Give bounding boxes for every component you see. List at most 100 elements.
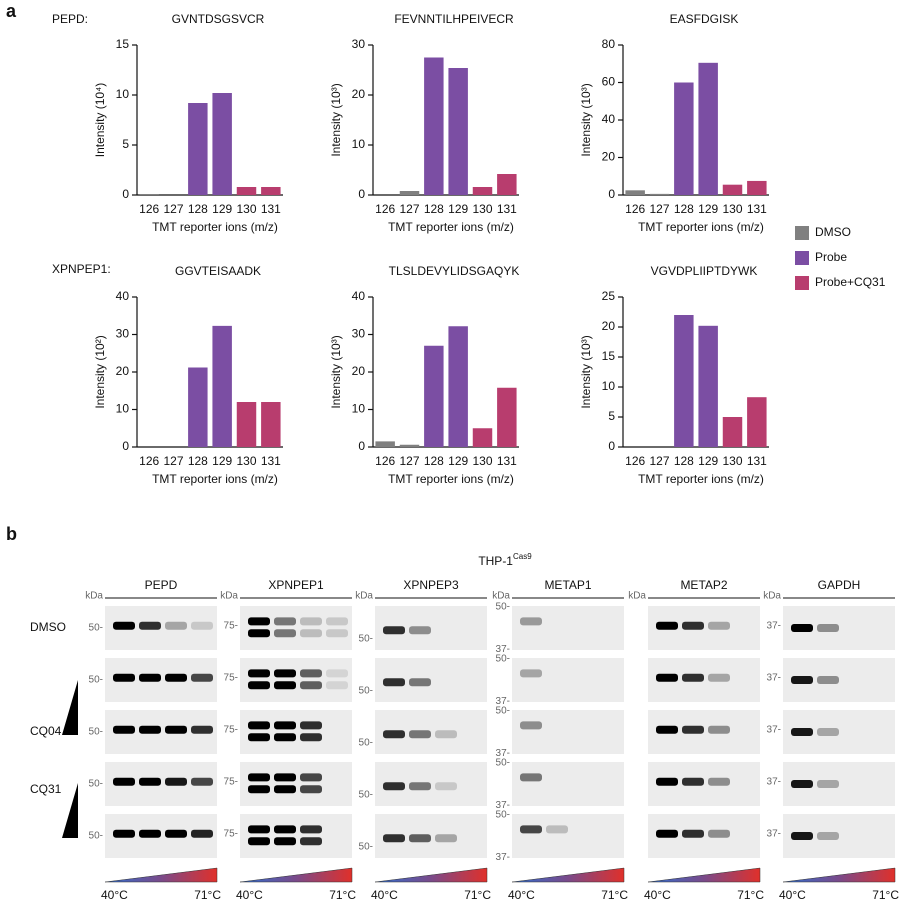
band	[113, 829, 135, 838]
x-tick-label: 131	[261, 454, 281, 468]
x-tick-label: 128	[674, 454, 694, 468]
bar	[625, 190, 645, 195]
mw-marker: 37-	[496, 644, 510, 655]
blot-header: METAP2	[680, 578, 727, 592]
band	[300, 773, 322, 782]
y-tick-label: 10	[602, 379, 616, 393]
bar	[722, 417, 743, 447]
blot-image	[512, 658, 624, 702]
bar	[399, 191, 420, 195]
temperature-gradient	[511, 867, 625, 883]
x-tick-label: 127	[399, 454, 419, 468]
band	[139, 829, 161, 838]
x-tick-label: 130	[472, 202, 492, 216]
y-axis-label: Intensity (10³)	[579, 83, 593, 156]
band	[248, 669, 270, 678]
band	[520, 721, 542, 730]
y-tick-label: 0	[358, 439, 365, 453]
mw-marker: 37-	[496, 800, 510, 811]
x-tick-label: 130	[472, 454, 492, 468]
mw-marker: 50-	[496, 602, 510, 613]
band	[435, 782, 457, 791]
y-tick-label: 10	[352, 137, 366, 151]
blot-title-main: THP-1	[478, 554, 513, 568]
temp-start: 40°C	[644, 888, 671, 902]
band	[409, 730, 431, 739]
mw-marker: 50-	[89, 675, 103, 686]
band	[191, 621, 213, 630]
blot-image	[512, 710, 624, 754]
mw-marker: 37-	[767, 828, 781, 839]
band	[817, 676, 839, 684]
x-tick-label: 128	[424, 454, 444, 468]
y-axis-label: Intensity (10⁴)	[93, 83, 107, 158]
y-tick-label: 15	[602, 349, 616, 363]
blot-header: PEPD	[145, 578, 178, 592]
x-tick-label: 126	[625, 454, 645, 468]
mw-marker: 75-	[224, 724, 238, 735]
legend-label: Probe+CQ31	[815, 275, 886, 289]
band	[274, 733, 296, 742]
mw-marker: 50-	[89, 727, 103, 738]
band	[817, 832, 839, 840]
x-axis-label: TMT reporter ions (m/z)	[152, 220, 278, 234]
y-tick-label: 5	[122, 137, 129, 151]
y-tick-label: 40	[352, 289, 366, 303]
band	[248, 629, 270, 638]
band	[409, 626, 431, 635]
mw-marker: 50-	[359, 842, 373, 853]
row-label: DMSO	[30, 620, 66, 634]
temp-start: 40°C	[779, 888, 806, 902]
band	[248, 681, 270, 690]
band	[682, 725, 704, 734]
protein-label: PEPD:	[52, 12, 88, 26]
x-tick-label: 128	[188, 454, 208, 468]
band	[113, 777, 135, 786]
chart-title: VGVDPLIIPTDYWK	[651, 264, 758, 278]
blot-image	[512, 762, 624, 806]
y-tick-label: 0	[358, 187, 365, 201]
temperature-gradient	[104, 867, 218, 883]
temp-end: 71°C	[329, 888, 356, 902]
x-tick-label: 127	[163, 202, 183, 216]
band	[300, 669, 322, 678]
band	[708, 777, 730, 786]
mw-marker: 50-	[359, 738, 373, 749]
bar	[698, 62, 718, 195]
mw-marker: 50-	[496, 758, 510, 769]
x-tick-label: 129	[212, 202, 232, 216]
band	[435, 834, 457, 843]
x-axis-label: TMT reporter ions (m/z)	[152, 472, 278, 486]
band	[300, 629, 322, 638]
band	[383, 626, 405, 635]
bar	[472, 428, 493, 447]
x-tick-label: 131	[747, 454, 767, 468]
band	[139, 621, 161, 630]
blot-header: XPNPEP1	[268, 578, 324, 592]
band	[248, 773, 270, 782]
y-tick-label: 80	[602, 37, 616, 51]
x-tick-label: 131	[497, 202, 517, 216]
concentration-wedge	[62, 783, 78, 838]
band	[300, 617, 322, 626]
y-tick-label: 10	[116, 402, 130, 416]
y-tick-label: 0	[122, 187, 129, 201]
kda-label: kDa	[85, 591, 103, 602]
blot-image	[240, 710, 352, 754]
band	[191, 725, 213, 734]
band	[139, 673, 161, 682]
temperature-gradient	[782, 867, 896, 883]
band	[274, 617, 296, 626]
band	[248, 617, 270, 626]
y-tick-label: 0	[608, 187, 615, 201]
band	[248, 721, 270, 730]
bar	[236, 402, 257, 447]
bar	[212, 325, 232, 447]
band	[274, 629, 296, 638]
x-tick-label: 129	[698, 202, 718, 216]
band	[300, 733, 322, 742]
band	[520, 825, 542, 834]
legend-swatch	[795, 251, 809, 265]
mw-marker: 50-	[496, 810, 510, 821]
band	[300, 825, 322, 834]
